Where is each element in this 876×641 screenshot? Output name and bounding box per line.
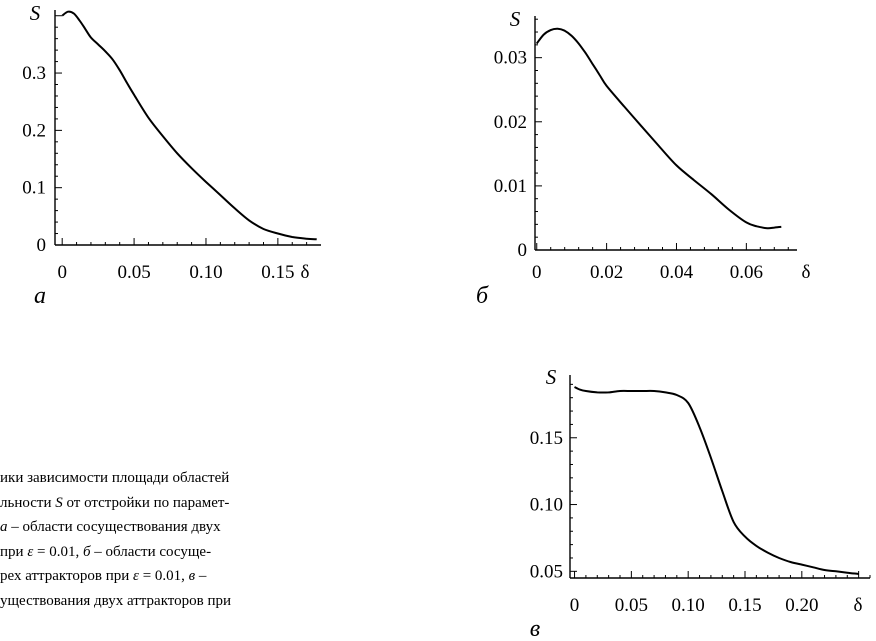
caption-segment: S xyxy=(55,494,63,511)
x-tick-label: 0 xyxy=(570,595,580,616)
caption-segment: а xyxy=(0,519,8,535)
y-axis-label: S xyxy=(30,1,41,25)
y-tick-label: 0.05 xyxy=(530,561,563,582)
x-axis-label: δ xyxy=(802,262,811,283)
y-tick-label: 0.03 xyxy=(494,48,527,69)
y-tick-label: 0.02 xyxy=(494,112,527,133)
caption-segment: – области сосуще- xyxy=(90,543,212,560)
caption-line: рех аттракторов при ε = 0.01, в – xyxy=(0,564,375,589)
y-tick-label: 0.01 xyxy=(494,176,527,197)
x-tick-label: 0 xyxy=(532,262,542,283)
caption-segment: – области сосуществования двух xyxy=(7,519,221,535)
x-tick-label: 0.10 xyxy=(672,595,705,616)
caption-segment: льности xyxy=(0,494,56,511)
x-tick-label: 0 xyxy=(57,262,67,283)
caption-segment: от отстройки по парамет- xyxy=(62,494,230,511)
panel-label: б xyxy=(476,283,489,309)
panel-label: в xyxy=(530,616,540,641)
caption-line: уществования двух аттракторов при xyxy=(0,589,375,614)
chart-panel-c: 0 0.05 0.10 0.15 0.20 0.05 0.10 0.15 Sδ в xyxy=(530,365,871,641)
caption-segment: ε xyxy=(27,543,34,560)
caption-line: льности S от отстройки по парамет- xyxy=(0,491,375,516)
caption-segment: б xyxy=(82,543,91,560)
caption-segment: ε xyxy=(133,568,139,584)
x-tick-label: 0.15 xyxy=(728,595,761,616)
x-tick-label: 0.15 xyxy=(261,262,294,283)
x-axis-label: δ xyxy=(854,595,863,616)
y-tick-label: 0.2 xyxy=(22,120,46,141)
caption-segment: уществования двух аттракторов при xyxy=(0,592,232,609)
caption-segment: = 0.01, xyxy=(33,543,83,560)
series-line xyxy=(61,10,317,241)
y-axis-label: S xyxy=(510,7,521,31)
caption-line: а – области сосуществования двух xyxy=(0,515,375,540)
x-tick-label: 0.04 xyxy=(660,262,694,283)
caption-segment: = 0.01, xyxy=(138,568,189,584)
chart-panel-b: 0 0.02 0.04 0.06 0 0.01 0.02 0.03 Sδ б xyxy=(476,7,811,309)
caption-segment: в xyxy=(188,568,196,584)
series-line xyxy=(574,386,859,575)
x-tick-label: 0.10 xyxy=(189,262,222,283)
caption-line: при ε = 0.01, б – области сосуще- xyxy=(0,540,375,565)
y-axis-label: S xyxy=(546,365,557,389)
y-tick-label: 0 xyxy=(518,240,528,261)
x-tick-label: 0.05 xyxy=(117,262,150,283)
y-tick-label: 0.1 xyxy=(22,178,46,199)
y-tick-label: 0.15 xyxy=(530,428,563,449)
series-line xyxy=(535,27,782,230)
figure-caption: ики зависимости площади областей льности … xyxy=(0,466,375,613)
caption-segment: – xyxy=(195,568,207,584)
panel-label: а xyxy=(34,283,46,309)
chart-panel-a: 0 0.05 0.10 0.15 0 0.1 0.2 0.3 Sδ а xyxy=(22,1,321,309)
caption-segment: рех аттракторов при xyxy=(0,568,134,584)
x-tick-label: 0.20 xyxy=(785,595,818,616)
y-tick-label: 0 xyxy=(37,235,47,256)
y-tick-label: 0.10 xyxy=(530,495,563,516)
x-tick-label: 0.02 xyxy=(590,262,623,283)
caption-segment: ики зависимости площади областей xyxy=(0,470,230,486)
x-tick-label: 0.06 xyxy=(730,262,763,283)
y-tick-label: 0.3 xyxy=(22,63,46,84)
caption-segment: при xyxy=(0,543,28,560)
x-tick-label: 0.05 xyxy=(615,595,648,616)
x-axis-label: δ xyxy=(301,262,310,283)
caption-line: ики зависимости площади областей xyxy=(0,466,375,491)
